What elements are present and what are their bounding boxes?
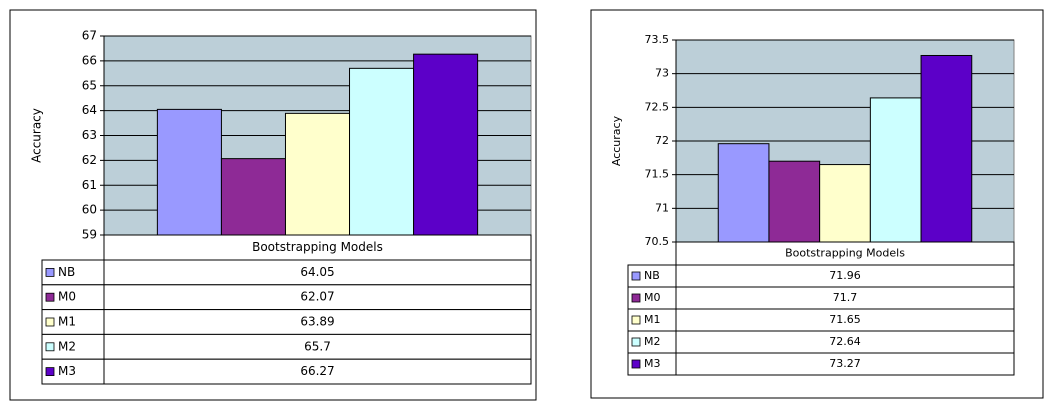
bar (156, 108, 222, 236)
bar (349, 67, 415, 236)
table-value: 71.65 (829, 313, 861, 326)
table-value-cell (103, 309, 532, 335)
y-tick-label: 72.5 (645, 100, 670, 113)
table-value: 65.7 (304, 339, 331, 353)
table-value-cell (103, 333, 532, 360)
legend-swatch (45, 317, 55, 327)
bar (284, 112, 351, 236)
legend-swatch (45, 267, 55, 277)
y-tick-label: 64 (82, 103, 97, 117)
y-axis-label: Accuracy (30, 108, 44, 163)
y-tick-label: 65 (82, 78, 97, 92)
bar (220, 158, 286, 236)
table-value-cell (675, 352, 1015, 376)
y-tick-label: 72 (655, 134, 669, 147)
legend-label: M3 (58, 364, 76, 378)
y-tick-label: 73.5 (645, 33, 670, 46)
y-tick-label: 60 (82, 203, 97, 217)
y-tick-label: 71.5 (645, 168, 670, 181)
legend-label: NB (58, 265, 75, 279)
bar (768, 160, 821, 243)
table-value: 63.89 (300, 315, 334, 329)
y-tick-label: 62 (82, 153, 97, 167)
table-value: 66.27 (300, 364, 334, 378)
x-axis-label: Bootstrapping Models (252, 240, 383, 254)
legend-label: M0 (58, 290, 76, 304)
legend-swatch (631, 315, 641, 325)
legend-label: NB (644, 269, 660, 282)
y-axis-label: Accuracy (610, 115, 623, 166)
legend-label: M0 (644, 291, 661, 304)
legend-swatch (45, 292, 55, 302)
table-value: 72.64 (829, 335, 861, 348)
y-tick-label: 71 (655, 201, 669, 214)
y-tick-label: 73 (655, 67, 669, 80)
table-value: 71.96 (829, 269, 861, 282)
legend-swatch (631, 271, 641, 281)
table-header-cell (103, 234, 532, 261)
bar (869, 97, 922, 243)
legend-label: M1 (644, 313, 661, 326)
y-tick-label: 61 (82, 178, 97, 192)
table-value: 71.7 (833, 291, 858, 304)
y-tick-label: 67 (82, 29, 97, 43)
table-value-cell (103, 358, 532, 385)
legend-swatch (45, 342, 55, 352)
table-value: 64.05 (300, 265, 334, 279)
table-value: 62.07 (300, 290, 334, 304)
table-value-cell (103, 284, 532, 311)
legend-swatch (631, 293, 641, 303)
legend-swatch (45, 367, 55, 377)
legend-label: M1 (58, 315, 76, 329)
legend-swatch (631, 359, 641, 369)
legend-label: M2 (58, 339, 76, 353)
y-tick-label: 66 (82, 53, 97, 67)
y-tick-label: 59 (82, 228, 97, 242)
legend-label: M3 (644, 357, 661, 370)
legend-label: M2 (644, 335, 661, 348)
x-axis-label: Bootstrapping Models (785, 247, 905, 260)
table-value-cell (103, 259, 532, 286)
bar (819, 164, 871, 243)
y-tick-label: 70.5 (645, 235, 670, 248)
table-value: 73.27 (829, 357, 861, 370)
y-tick-label: 63 (82, 128, 97, 142)
bar (413, 53, 479, 236)
bar (920, 54, 973, 243)
bar (717, 143, 770, 243)
legend-swatch (631, 337, 641, 347)
